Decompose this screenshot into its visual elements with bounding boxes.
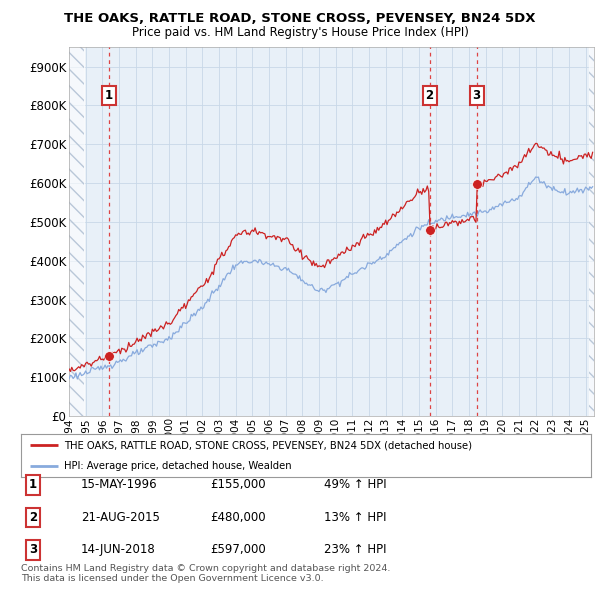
Text: 13% ↑ HPI: 13% ↑ HPI [324,511,386,524]
Polygon shape [69,47,85,416]
Text: 23% ↑ HPI: 23% ↑ HPI [324,543,386,556]
Text: 14-JUN-2018: 14-JUN-2018 [81,543,156,556]
Text: 3: 3 [29,543,37,556]
Text: £597,000: £597,000 [210,543,266,556]
Text: THE OAKS, RATTLE ROAD, STONE CROSS, PEVENSEY, BN24 5DX: THE OAKS, RATTLE ROAD, STONE CROSS, PEVE… [64,12,536,25]
Text: 1: 1 [104,88,113,101]
Text: 49% ↑ HPI: 49% ↑ HPI [324,478,386,491]
Text: Contains HM Land Registry data © Crown copyright and database right 2024.
This d: Contains HM Land Registry data © Crown c… [21,563,391,583]
Text: Price paid vs. HM Land Registry's House Price Index (HPI): Price paid vs. HM Land Registry's House … [131,26,469,39]
Text: 1: 1 [29,478,37,491]
Text: 2: 2 [29,511,37,524]
Text: 2: 2 [425,88,434,101]
Text: £155,000: £155,000 [210,478,266,491]
Text: HPI: Average price, detached house, Wealden: HPI: Average price, detached house, Weal… [64,461,292,471]
Text: 21-AUG-2015: 21-AUG-2015 [81,511,160,524]
Text: 15-MAY-1996: 15-MAY-1996 [81,478,158,491]
Text: 3: 3 [472,88,481,101]
Polygon shape [589,47,594,416]
Text: £480,000: £480,000 [210,511,266,524]
Text: THE OAKS, RATTLE ROAD, STONE CROSS, PEVENSEY, BN24 5DX (detached house): THE OAKS, RATTLE ROAD, STONE CROSS, PEVE… [64,440,472,450]
